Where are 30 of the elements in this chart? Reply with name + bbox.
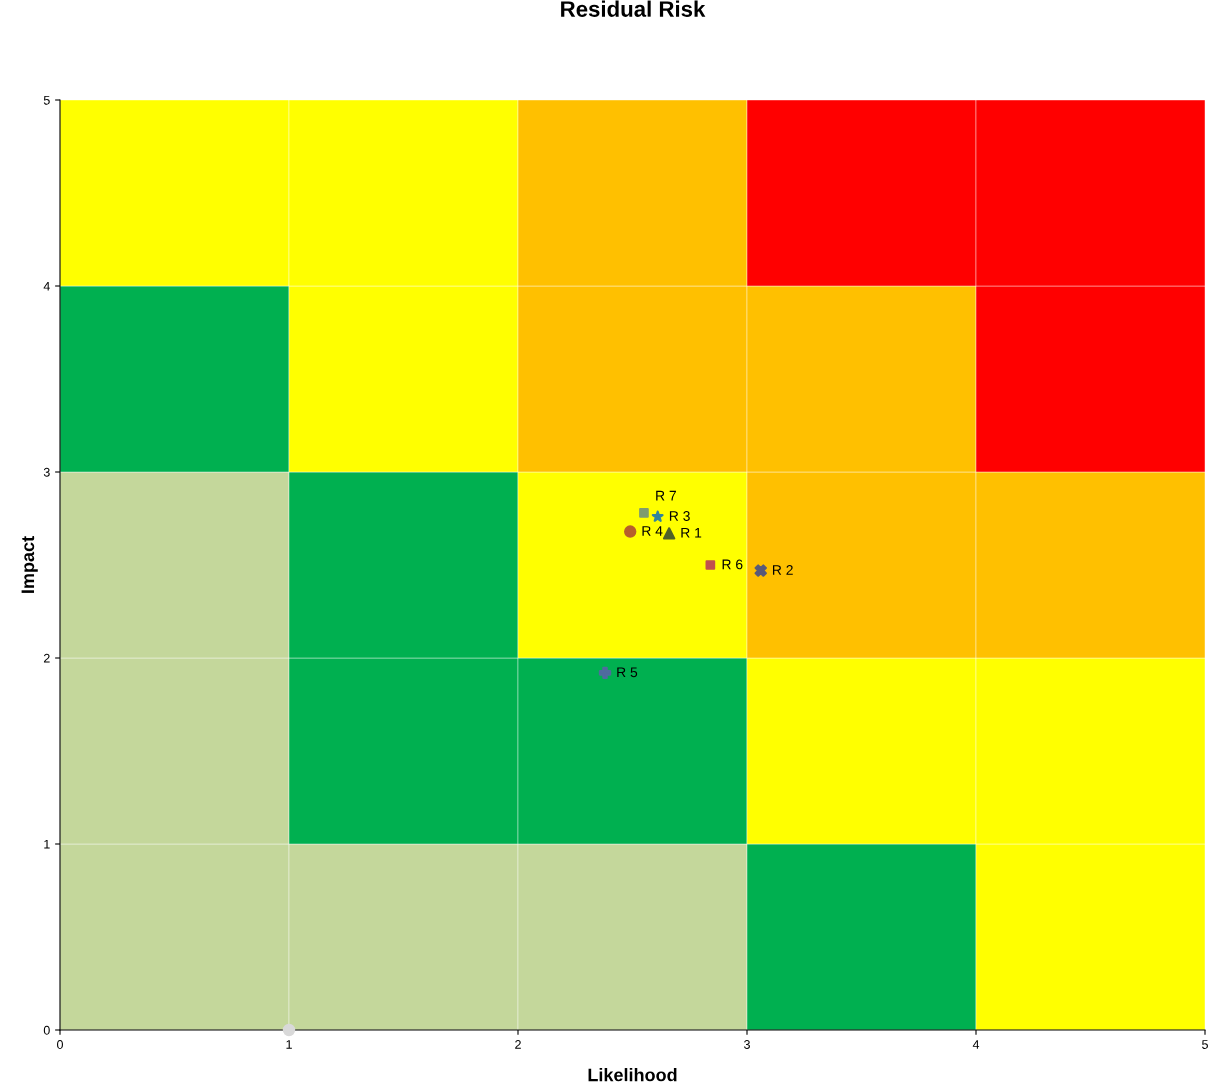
point	[754, 564, 767, 577]
x-tick-label: 1	[286, 1040, 292, 1049]
x-tick-label: 2	[515, 1040, 521, 1049]
series-label: R 3	[669, 511, 690, 521]
chart-title: Residual Risk	[561, 0, 706, 17]
y-tick-label: 0	[43, 1025, 50, 1035]
x-tick-label: 3	[744, 1040, 750, 1049]
y-tick-label: 5	[43, 95, 50, 105]
y-tick-label: 1	[44, 839, 50, 849]
x-axis-title: Likelihood	[588, 1068, 677, 1082]
x-tick-label: 5	[1202, 1040, 1208, 1049]
series-label: R 7	[656, 490, 676, 501]
series-label: R 6	[722, 559, 743, 570]
point	[282, 1023, 296, 1037]
series-label: R 2	[772, 565, 793, 575]
point	[651, 510, 664, 522]
series-label: R 1	[681, 527, 702, 538]
x-tick-label: 4	[972, 1040, 980, 1049]
point	[705, 560, 716, 570]
series-label: R 5	[617, 667, 638, 678]
point	[662, 527, 676, 540]
point	[598, 666, 612, 680]
y-tick-label: 3	[43, 467, 50, 477]
point	[624, 525, 637, 538]
y-axis-title: Impact	[21, 536, 38, 593]
y-tick-label: 4	[43, 281, 50, 291]
x-tick-label: 0	[57, 1040, 63, 1049]
point	[639, 508, 649, 518]
series-label: R 4	[642, 526, 663, 536]
y-tick-label: 2	[43, 653, 50, 663]
